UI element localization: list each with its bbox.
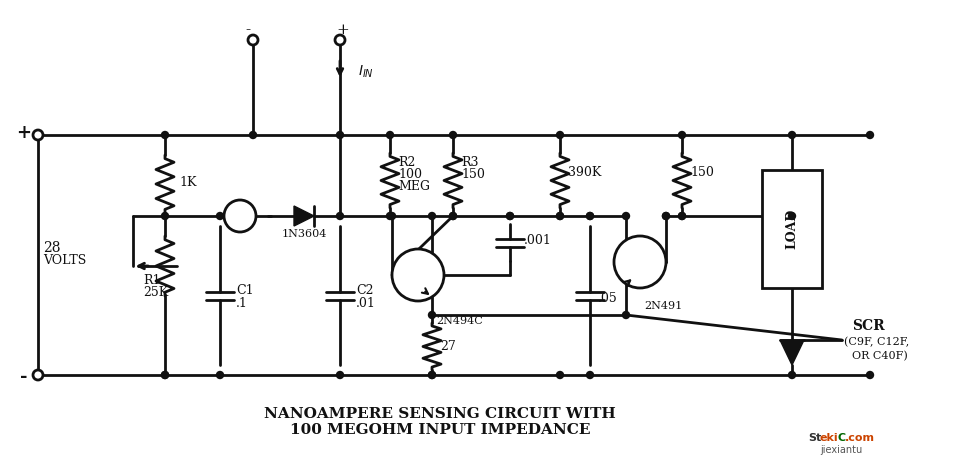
Circle shape <box>587 213 593 219</box>
Circle shape <box>335 35 345 45</box>
Circle shape <box>428 371 436 378</box>
Circle shape <box>449 131 457 138</box>
Circle shape <box>337 213 344 219</box>
Circle shape <box>622 213 630 219</box>
Circle shape <box>788 371 796 378</box>
Circle shape <box>662 213 669 219</box>
Text: .01: .01 <box>356 297 376 310</box>
Text: 2N494C: 2N494C <box>436 316 483 326</box>
Text: 28: 28 <box>43 241 60 255</box>
Circle shape <box>33 370 43 380</box>
Text: NANOAMPERE SENSING CIRCUIT WITH: NANOAMPERE SENSING CIRCUIT WITH <box>264 407 616 421</box>
Circle shape <box>557 131 564 138</box>
Circle shape <box>389 213 396 219</box>
Text: C2: C2 <box>356 284 373 297</box>
Circle shape <box>587 213 593 219</box>
Circle shape <box>428 213 436 219</box>
Text: jiexiantu: jiexiantu <box>820 445 862 455</box>
Circle shape <box>161 371 169 378</box>
Text: +: + <box>337 23 349 37</box>
Circle shape <box>614 236 666 288</box>
Circle shape <box>387 213 394 219</box>
Text: +: + <box>16 124 32 142</box>
Text: OR C40F): OR C40F) <box>852 351 908 361</box>
Circle shape <box>428 311 436 318</box>
Text: A: A <box>234 209 246 223</box>
Circle shape <box>217 213 224 219</box>
Text: C: C <box>838 433 846 443</box>
Circle shape <box>557 371 564 378</box>
Text: SCR: SCR <box>852 319 884 333</box>
Text: R2: R2 <box>398 157 416 169</box>
Text: 27: 27 <box>440 339 456 353</box>
Text: eki: eki <box>820 433 839 443</box>
Circle shape <box>337 131 344 138</box>
Text: 390K: 390K <box>568 167 601 180</box>
Text: .05: .05 <box>598 292 617 305</box>
Text: .com: .com <box>845 433 875 443</box>
Circle shape <box>679 131 685 138</box>
Text: -: - <box>246 23 251 37</box>
Circle shape <box>449 213 457 219</box>
Text: .001: .001 <box>524 234 552 246</box>
Circle shape <box>557 213 564 219</box>
Circle shape <box>507 213 514 219</box>
Text: R3: R3 <box>461 157 478 169</box>
Text: 150: 150 <box>690 167 714 180</box>
Circle shape <box>587 371 593 378</box>
Circle shape <box>788 213 796 219</box>
Circle shape <box>557 213 564 219</box>
Circle shape <box>33 130 43 140</box>
Circle shape <box>392 249 444 301</box>
Circle shape <box>387 131 394 138</box>
Text: 1K: 1K <box>179 176 197 190</box>
Text: -: - <box>20 368 28 386</box>
Text: (C9F, C12F,: (C9F, C12F, <box>844 337 909 347</box>
Circle shape <box>507 213 514 219</box>
Circle shape <box>867 371 874 378</box>
Bar <box>762 170 822 288</box>
Polygon shape <box>780 340 804 365</box>
Text: R1: R1 <box>143 273 160 287</box>
Text: St: St <box>808 433 821 443</box>
Circle shape <box>161 213 169 219</box>
Text: 150: 150 <box>461 169 485 181</box>
Text: $I_{IN}$: $I_{IN}$ <box>358 64 374 80</box>
Circle shape <box>788 131 796 138</box>
Circle shape <box>428 371 436 378</box>
Text: 25K: 25K <box>143 285 168 299</box>
Text: MEG: MEG <box>398 180 430 193</box>
Circle shape <box>161 131 169 138</box>
Circle shape <box>250 131 256 138</box>
Text: LOAD: LOAD <box>785 209 799 249</box>
Circle shape <box>337 371 344 378</box>
Text: 2N491: 2N491 <box>644 301 683 311</box>
Text: 1N3604: 1N3604 <box>281 229 326 239</box>
Circle shape <box>161 371 169 378</box>
Text: C1: C1 <box>236 284 253 297</box>
Circle shape <box>622 311 630 318</box>
Text: 100 MEGOHM INPUT IMPEDANCE: 100 MEGOHM INPUT IMPEDANCE <box>290 423 590 437</box>
Text: .1: .1 <box>236 297 248 310</box>
Polygon shape <box>294 206 314 226</box>
Circle shape <box>867 131 874 138</box>
Circle shape <box>449 213 457 219</box>
Circle shape <box>217 371 224 378</box>
Circle shape <box>248 35 258 45</box>
Circle shape <box>662 213 669 219</box>
Text: 100: 100 <box>398 169 422 181</box>
Circle shape <box>224 200 256 232</box>
Text: VOLTS: VOLTS <box>43 255 86 267</box>
Circle shape <box>679 213 685 219</box>
Circle shape <box>679 213 685 219</box>
